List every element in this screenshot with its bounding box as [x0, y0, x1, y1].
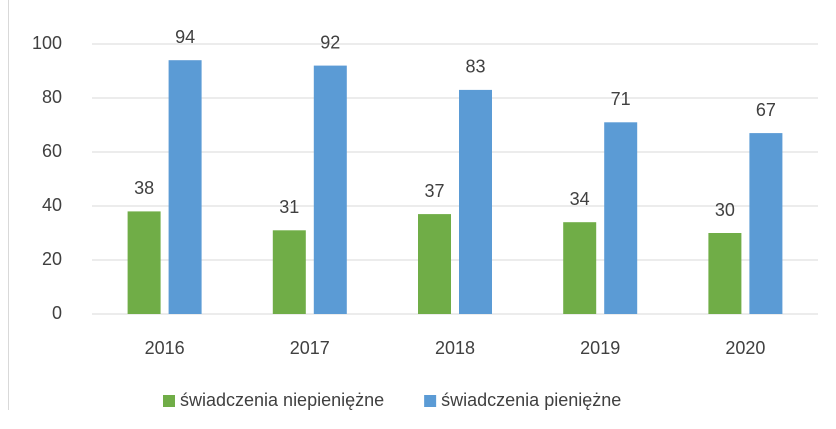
legend-label: świadczenia pieniężne	[441, 390, 621, 410]
bar	[604, 122, 638, 314]
bar	[459, 89, 492, 315]
bar	[272, 230, 306, 314]
bar	[313, 65, 347, 314]
y-tick-label: 60	[42, 141, 62, 161]
x-tick-label: 2017	[290, 338, 330, 358]
legend-swatch	[163, 395, 175, 407]
data-label: 31	[279, 197, 299, 217]
data-label: 94	[175, 27, 195, 47]
data-label: 67	[756, 100, 776, 120]
x-tick-label: 2019	[580, 338, 620, 358]
x-tick-label: 2018	[435, 338, 475, 358]
y-tick-label: 100	[32, 33, 62, 53]
data-label: 30	[715, 200, 735, 220]
data-label: 34	[570, 189, 590, 209]
data-label: 71	[611, 89, 631, 109]
x-tick-label: 2020	[725, 338, 765, 358]
bar	[127, 211, 161, 314]
data-label: 38	[134, 178, 154, 198]
bar	[708, 233, 742, 314]
bar	[749, 133, 783, 314]
x-tick-label: 2016	[145, 338, 185, 358]
y-tick-label: 80	[42, 87, 62, 107]
data-label: 92	[320, 32, 340, 52]
bar	[563, 222, 597, 314]
bar	[418, 214, 451, 314]
legend-label: świadczenia niepieniężne	[180, 390, 384, 410]
legend-swatch	[424, 395, 437, 407]
y-tick-label: 40	[42, 195, 62, 215]
data-label: 37	[424, 181, 444, 201]
data-label: 83	[465, 57, 485, 77]
bar	[168, 60, 202, 315]
y-tick-label: 0	[52, 303, 62, 323]
y-tick-label: 20	[42, 249, 62, 269]
